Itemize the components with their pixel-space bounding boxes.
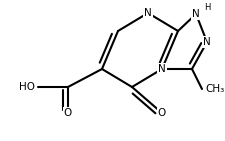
Text: CH₃: CH₃	[204, 84, 223, 94]
Text: O: O	[64, 108, 72, 118]
Text: O: O	[157, 108, 165, 118]
Text: N: N	[158, 64, 165, 74]
Text: N: N	[144, 8, 151, 18]
Text: N: N	[202, 37, 210, 47]
Text: N: N	[191, 9, 199, 19]
Text: HO: HO	[19, 82, 35, 92]
Text: H: H	[203, 4, 209, 13]
